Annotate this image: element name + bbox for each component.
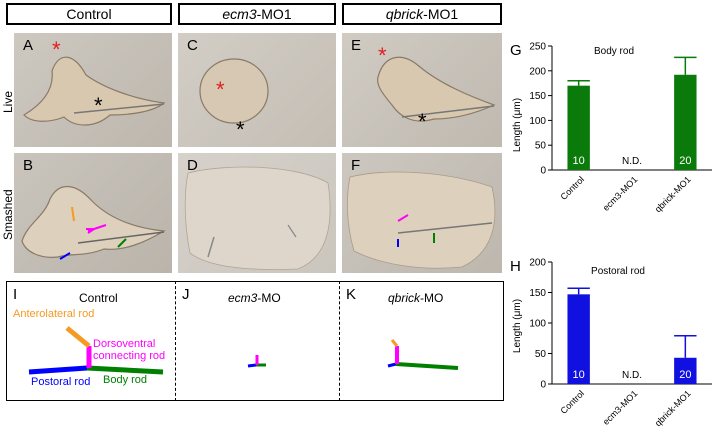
chart-title: Postoral rod <box>591 266 645 277</box>
larva-ecm3-smashed-drawing <box>184 166 331 270</box>
y-axis-label: Length (μm) <box>512 299 523 353</box>
micrograph-ecm3-live: C * * <box>178 33 336 147</box>
bar-chart-postoral-rod: Postoral rod Length (μm) 0 50 100 150 200 10 C… <box>512 258 712 428</box>
row-label-live: Live <box>1 90 15 113</box>
micrograph-qbrick-smashed: F <box>342 153 502 273</box>
bar <box>567 85 590 170</box>
y-tick-label: 100 <box>529 116 546 127</box>
bar-n-label: 10 <box>573 369 585 381</box>
micrograph-control-live: A * * <box>14 33 172 147</box>
bar-chart-body-rod: Body rod Length (μm) 0 50 100 150 200 250 10 Co… <box>512 42 712 212</box>
header-control-label: Control <box>66 6 112 22</box>
bar-n-label: 10 <box>573 155 585 167</box>
y-tick-label: 50 <box>535 141 547 152</box>
x-tick-label: ecm3-MO1 <box>601 388 640 427</box>
panel-letter-k: K <box>346 286 357 303</box>
panel-letter-c: C <box>187 37 198 54</box>
bar-nd-label: N.D. <box>622 156 642 167</box>
micrograph-control-smashed: B <box>14 153 172 273</box>
schematic-panel-ecm3: J ecm3-MO <box>176 281 340 401</box>
panel-letter-b: B <box>23 157 34 174</box>
asterisk-red: * <box>52 37 61 62</box>
header-ecm3-italic: ecm3 <box>222 6 257 22</box>
x-tick-label: Control <box>558 174 586 202</box>
schematic-title-ecm3-italic: ecm3 <box>228 291 258 305</box>
schematic-rods-ecm3 <box>247 355 266 368</box>
bar <box>674 74 697 170</box>
y-tick-label: 50 <box>535 349 547 360</box>
micrograph-ecm3-smashed: D <box>178 153 336 273</box>
micrograph-qbrick-live: E * * <box>342 33 502 147</box>
schematic-title-ecm3: ecm3-MO <box>228 291 281 305</box>
schematic-rods-qbrick <box>387 339 459 370</box>
larva-control-smashed-drawing <box>21 185 166 260</box>
x-tick-label: ecm3-MO1 <box>601 174 640 212</box>
larva-control-live-drawing <box>23 56 166 126</box>
y-tick-label: 150 <box>529 91 546 102</box>
header-control: Control <box>6 3 172 25</box>
bar <box>567 294 590 384</box>
row-label-smashed: Smashed <box>1 189 15 240</box>
schematic-title-qbrick-italic: qbrick <box>388 291 421 305</box>
larva-ecm3-live-drawing <box>199 58 269 124</box>
header-qbrick-suffix: -MO1 <box>423 6 459 22</box>
header-ecm3-suffix: -MO1 <box>256 6 292 22</box>
x-tick-label: qbrick-MO1 <box>653 174 693 212</box>
label-body-rod: Body rod <box>103 374 148 386</box>
panel-letter-j: J <box>182 286 190 303</box>
panel-letter-i: I <box>13 286 18 303</box>
panel-letter-g: G <box>510 42 522 59</box>
y-tick-label: 150 <box>529 288 546 299</box>
rod-anterolateral <box>65 326 91 348</box>
schematic-panel-control: I Control Anterolateral rod Dorsoventral… <box>6 281 176 401</box>
label-dorsoventral-2: connecting rod <box>93 350 166 362</box>
rod-body <box>86 365 164 375</box>
schematic-title-qbrick: qbrick-MO <box>388 291 443 305</box>
larva-qbrick-live-drawing <box>377 56 496 122</box>
asterisk-black: * <box>418 109 427 134</box>
panel-letter-f: F <box>351 157 361 174</box>
header-qbrick: qbrick -MO1 <box>342 3 502 25</box>
rod-postoral <box>387 362 397 368</box>
y-tick-label: 0 <box>540 380 546 391</box>
schematic-title-ecm3-suffix: -MO <box>257 291 281 305</box>
label-dorsoventral-1: Dorsoventral <box>93 338 156 350</box>
panel-letter-d: D <box>187 157 198 174</box>
x-tick-label: Control <box>558 388 586 416</box>
rod-postoral <box>247 363 257 368</box>
panel-letter-h: H <box>510 258 521 275</box>
schematic-title-control: Control <box>79 291 118 305</box>
panel-letter-e: E <box>351 37 362 54</box>
rod-anterolateral <box>390 339 399 347</box>
bar <box>674 357 697 384</box>
asterisk-red: * <box>378 43 387 68</box>
y-tick-label: 100 <box>529 319 546 330</box>
y-tick-label: 200 <box>529 66 546 77</box>
bar-n-label: 20 <box>679 369 691 381</box>
y-axis-label: Length (μm) <box>512 98 523 152</box>
y-tick-label: 250 <box>529 42 546 53</box>
label-postoral-rod: Postoral rod <box>31 376 91 388</box>
rod-body <box>395 362 459 370</box>
bar-nd-label: N.D. <box>622 370 642 381</box>
schematic-title-qbrick-suffix: -MO <box>420 291 444 305</box>
header-qbrick-italic: qbrick <box>385 6 424 22</box>
rod-postoral <box>28 365 88 375</box>
schematic-panel-qbrick: K qbrick-MO <box>340 281 504 401</box>
y-tick-label: 0 <box>540 166 546 177</box>
chart-title: Body rod <box>594 46 634 57</box>
asterisk-black: * <box>236 117 245 142</box>
asterisk-black: * <box>94 93 103 118</box>
panel-letter-a: A <box>23 37 34 54</box>
header-ecm3: ecm3 -MO1 <box>178 3 336 25</box>
schematic-rods-control <box>28 326 164 375</box>
larva-qbrick-smashed-drawing <box>346 171 496 269</box>
x-tick-label: qbrick-MO1 <box>653 388 693 428</box>
asterisk-red: * <box>216 77 225 102</box>
bar-n-label: 20 <box>679 155 691 167</box>
label-anterolateral-rod: Anterolateral rod <box>13 308 95 320</box>
y-tick-label: 200 <box>529 258 546 269</box>
